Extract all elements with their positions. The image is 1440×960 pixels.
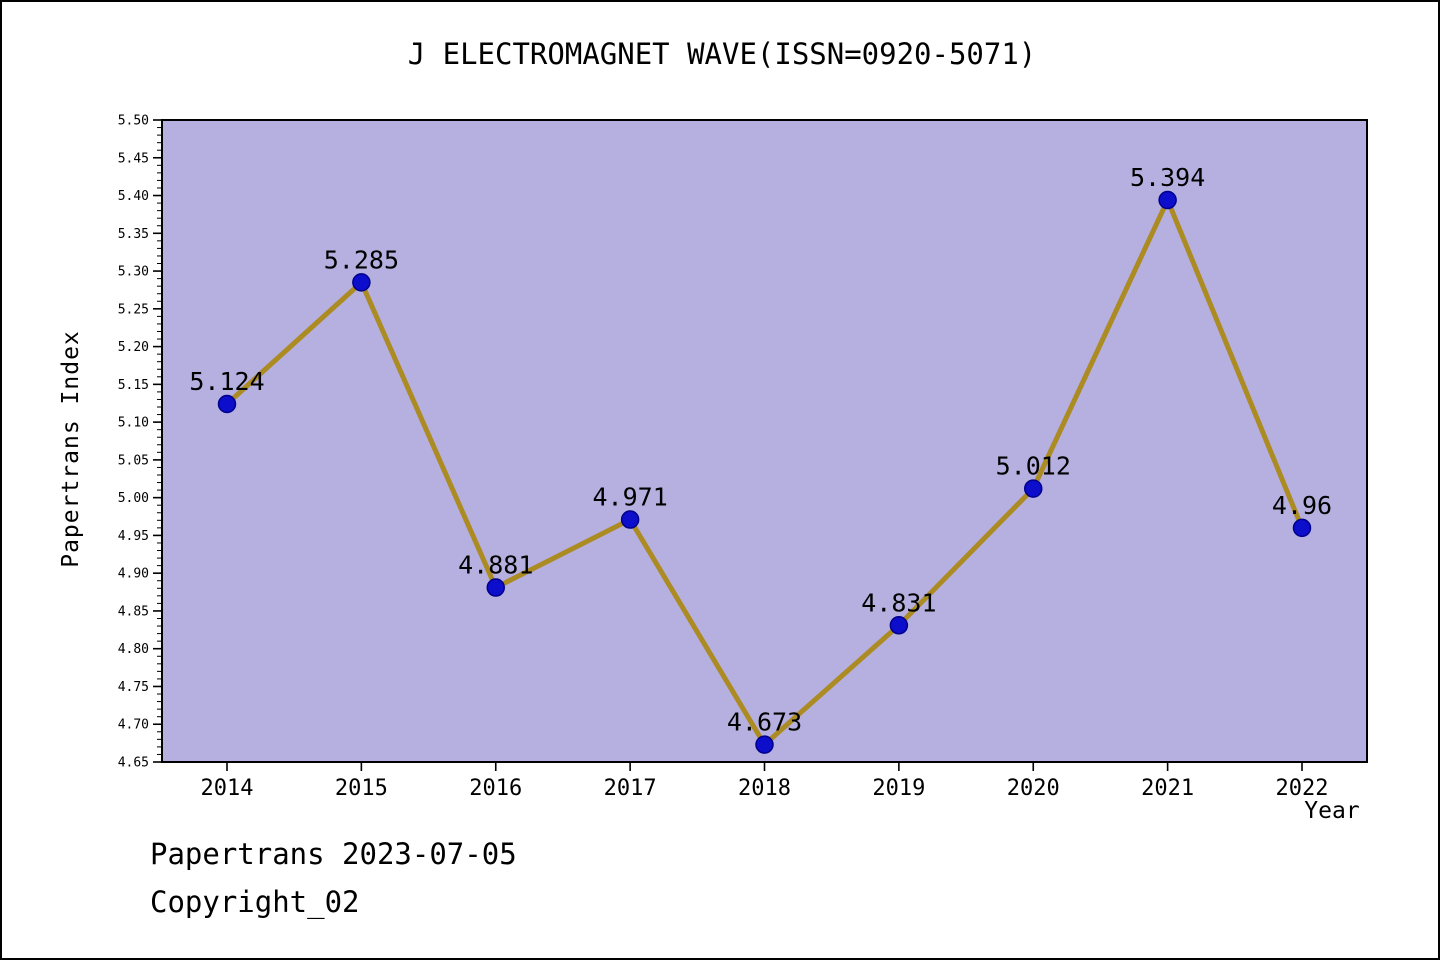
x-tick-label: 2016 <box>469 776 522 801</box>
x-tick-label: 2021 <box>1141 776 1194 801</box>
y-tick-label: 5.10 <box>118 416 149 431</box>
y-tick-label: 5.30 <box>118 265 149 280</box>
point-value-label: 5.124 <box>189 367 264 396</box>
point-value-label: 5.394 <box>1130 163 1205 192</box>
chart-title: J ELECTROMAGNET WAVE(ISSN=0920-5071) <box>408 37 1037 71</box>
y-tick-label: 5.50 <box>118 114 149 129</box>
y-tick-label: 4.90 <box>118 567 149 582</box>
point-value-label: 4.971 <box>592 483 667 512</box>
y-tick-label: 5.00 <box>118 491 149 506</box>
y-tick-label: 5.35 <box>118 227 149 242</box>
point-value-label: 4.673 <box>727 708 802 737</box>
point-value-label: 4.96 <box>1272 491 1332 520</box>
x-axis-label: Year <box>1304 798 1359 824</box>
y-tick-label: 4.70 <box>118 718 149 733</box>
y-tick-label: 4.85 <box>118 604 149 619</box>
data-point <box>620 510 640 529</box>
footer-date: Papertrans 2023-07-05 <box>150 837 517 871</box>
y-tick-label: 5.20 <box>118 340 149 355</box>
x-tick-label: 2014 <box>201 776 254 801</box>
y-tick-label: 5.15 <box>118 378 149 393</box>
point-value-label: 5.012 <box>996 452 1071 481</box>
y-tick-label: 4.65 <box>118 756 149 771</box>
y-tick-label: 5.05 <box>118 453 149 468</box>
y-axis-label: Papertrans Index <box>58 330 84 568</box>
data-point <box>1158 190 1177 210</box>
y-tick-label: 5.40 <box>118 189 149 204</box>
y-tick-label: 4.75 <box>118 680 149 695</box>
x-tick-label: 2017 <box>604 776 657 801</box>
y-tick-label: 4.80 <box>118 642 149 657</box>
data-point <box>1024 479 1043 498</box>
point-value-label: 4.881 <box>458 551 533 580</box>
x-tick-label: 2018 <box>738 776 791 801</box>
x-tick-label: 2022 <box>1276 776 1329 801</box>
plot-group: 4.65 4.70 4.75 4.80 4.85 4.90 4.95 5.00 5.05 5.10… <box>118 114 1368 801</box>
data-point <box>1292 518 1312 538</box>
y-tick-label: 5.45 <box>118 151 149 166</box>
plot-area <box>161 119 1368 763</box>
x-tick-label: 2020 <box>1007 776 1060 801</box>
point-value-label: 5.285 <box>324 245 399 274</box>
data-point <box>755 735 774 754</box>
footer-copyright: Copyright_02 <box>150 885 360 920</box>
data-point <box>486 578 505 597</box>
data-point <box>217 394 237 414</box>
y-tick-label: 4.95 <box>118 529 149 544</box>
x-tick-label: 2019 <box>872 776 925 801</box>
y-tick-label: 5.25 <box>118 302 149 317</box>
data-point <box>889 616 909 635</box>
point-value-label: 4.831 <box>861 588 936 617</box>
data-point <box>352 273 371 292</box>
x-tick-label: 2015 <box>335 776 388 801</box>
